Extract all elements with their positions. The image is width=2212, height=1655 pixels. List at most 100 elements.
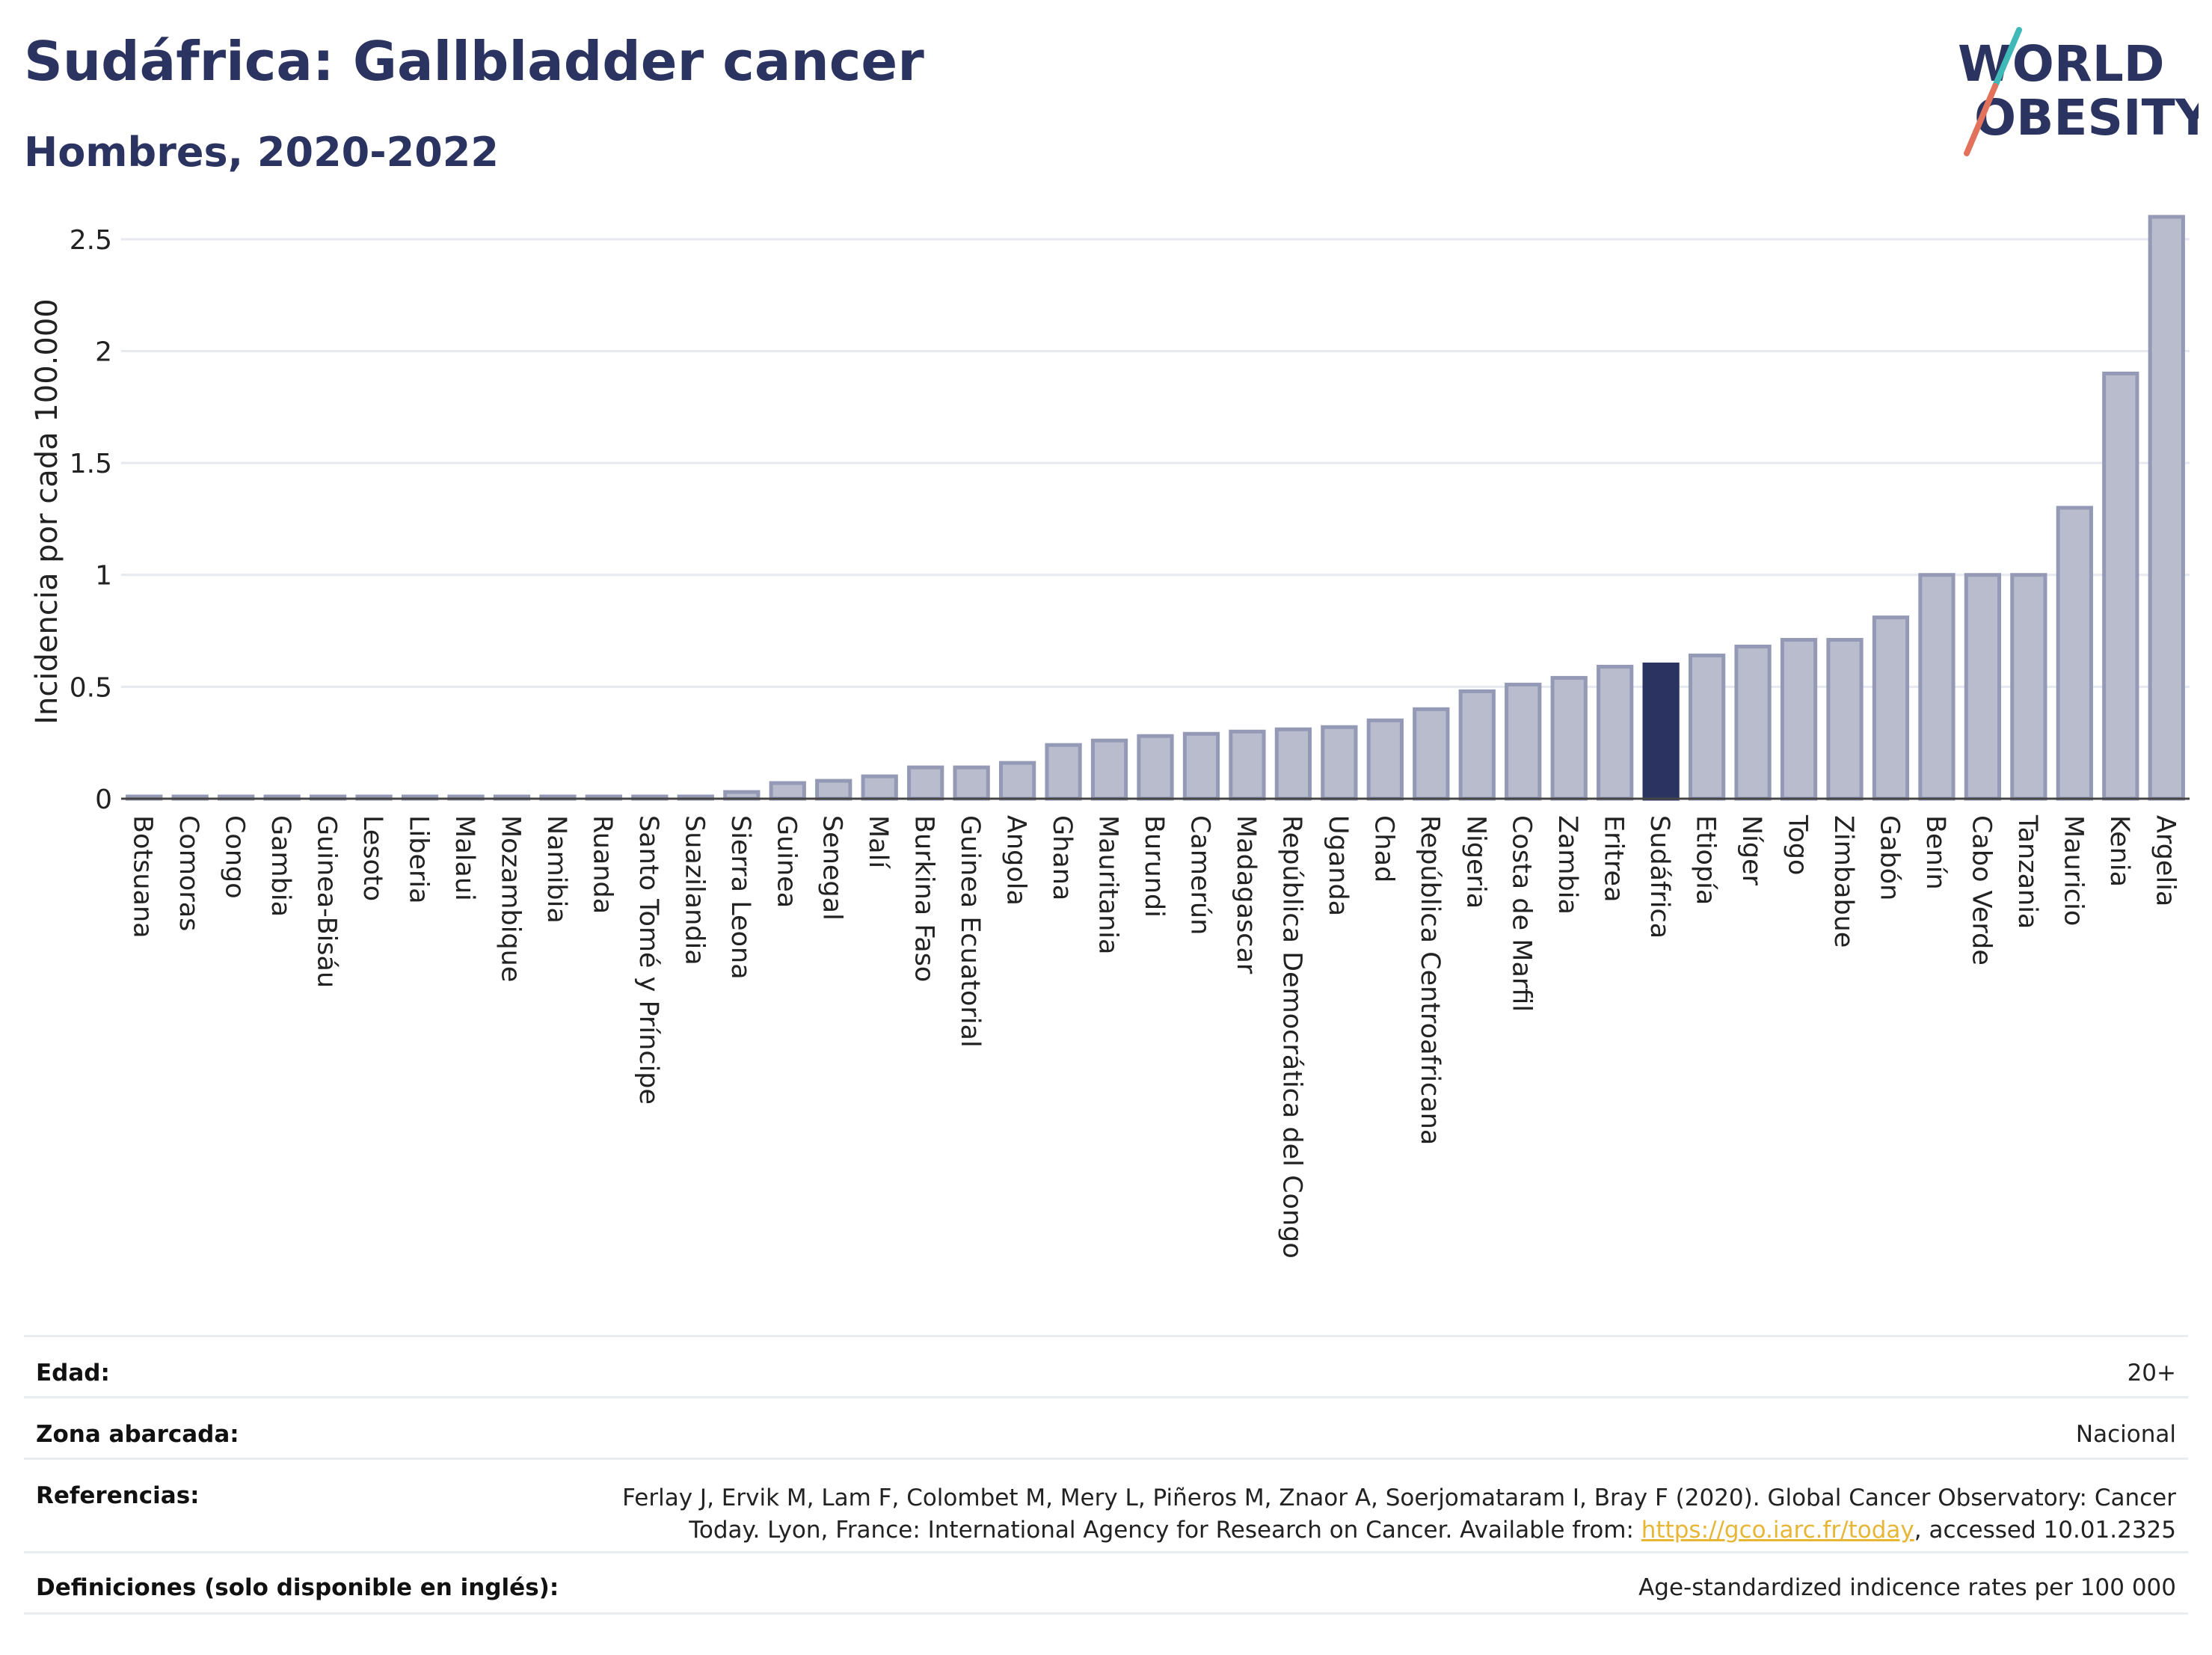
bar-república-centroafricana[interactable] bbox=[1413, 707, 1450, 801]
bar-zimbabue[interactable] bbox=[1826, 638, 1864, 801]
page-subtitle: Hombres, 2020-2022 bbox=[24, 129, 499, 176]
x-tick-label: Malaui bbox=[449, 815, 479, 901]
bar-malí[interactable] bbox=[861, 774, 898, 801]
y-axis-ticks: 0 0.5 1 1.5 2 2.5 bbox=[70, 225, 112, 815]
bar-burkina-faso[interactable] bbox=[907, 765, 944, 801]
bar-madagascar[interactable] bbox=[1229, 729, 1266, 801]
age-label: Edad: bbox=[36, 1360, 110, 1387]
logo-line1: WORLD bbox=[1958, 35, 2165, 93]
y-axis-label: Incidencia por cada 100.000 bbox=[30, 298, 64, 725]
references-line2-text: Today. Lyon, France: International Agenc… bbox=[689, 1517, 1641, 1544]
x-tick-label: Comoras bbox=[173, 815, 203, 931]
info-row-area: Zona abarcada: Nacional bbox=[24, 1396, 2188, 1460]
info-bottom-border bbox=[24, 1612, 2188, 1615]
y-tick-label: 1.5 bbox=[70, 449, 112, 479]
y-tick-label: 0.5 bbox=[70, 672, 112, 703]
x-tick-label: Etiopía bbox=[1691, 815, 1721, 905]
x-tick-label: Zimbabue bbox=[1828, 815, 1858, 948]
info-row-references: Referencias: Ferlay J, Ervik M, Lam F, C… bbox=[24, 1458, 2188, 1553]
x-tick-label: Madagascar bbox=[1231, 815, 1261, 974]
bar-chart: 0 0.5 1 1.5 2 2.5 Botsuana Comoras Congo Gambia G… bbox=[30, 215, 2190, 1259]
x-tick-label: Benín bbox=[1920, 815, 1950, 890]
bar-ghana[interactable] bbox=[1045, 743, 1082, 801]
bar-togo[interactable] bbox=[1780, 638, 1818, 801]
area-value: Nacional bbox=[2075, 1421, 2176, 1448]
x-tick-label: Argelia bbox=[2150, 815, 2180, 906]
logo-slash-teal bbox=[1992, 27, 2022, 89]
x-tick-label: Costa de Marfil bbox=[1507, 815, 1537, 1012]
bar-mauricio[interactable] bbox=[2056, 506, 2093, 801]
x-tick-label: República Centroafricana bbox=[1415, 815, 1445, 1145]
references-label: Referencias: bbox=[36, 1482, 200, 1509]
x-tick-label: Liberia bbox=[404, 815, 434, 904]
bar-burundi[interactable] bbox=[1137, 734, 1174, 801]
bar-cabo-verde[interactable] bbox=[1964, 573, 2002, 801]
y-tick-label: 2.5 bbox=[70, 225, 112, 256]
bar-eritrea[interactable] bbox=[1597, 664, 1634, 801]
info-table: Edad: 20+ Zona abarcada: Nacional Refere… bbox=[24, 1335, 2188, 1619]
bar-nigeria[interactable] bbox=[1458, 689, 1496, 801]
x-tick-label: Mauritania bbox=[1093, 815, 1123, 954]
x-tick-label: Suazilandia bbox=[679, 815, 709, 965]
bar-kenia[interactable] bbox=[2102, 371, 2139, 801]
x-tick-label: Lesoto bbox=[357, 815, 387, 901]
x-tick-label: Burundi bbox=[1139, 815, 1169, 918]
references-line2-suffix: , accessed 10.01.2325 bbox=[1914, 1517, 2176, 1544]
bar-chad[interactable] bbox=[1366, 718, 1404, 801]
bar-sudáfrica[interactable] bbox=[1642, 662, 1680, 801]
info-row-age: Edad: 20+ bbox=[24, 1335, 2188, 1398]
x-tick-label: Eritrea bbox=[1599, 815, 1629, 903]
x-tick-label: Botsuana bbox=[128, 815, 158, 939]
x-tick-label: Mauricio bbox=[2058, 815, 2088, 926]
y-tick-label: 2 bbox=[95, 337, 112, 367]
x-tick-label: Malí bbox=[863, 815, 893, 869]
references-value: Ferlay J, Ervik M, Lam F, Colombet M, Me… bbox=[622, 1482, 2176, 1547]
bar-argelia[interactable] bbox=[2148, 215, 2185, 801]
x-tick-label: Chad bbox=[1368, 815, 1398, 882]
x-tick-label: Santo Tomé y Príncipe bbox=[633, 815, 663, 1105]
x-tick-label: Nigeria bbox=[1460, 815, 1490, 909]
references-line1: Ferlay J, Ervik M, Lam F, Colombet M, Me… bbox=[622, 1484, 2176, 1511]
x-tick-label: Gabón bbox=[1874, 815, 1904, 900]
world-obesity-logo: WORLD OBESITY bbox=[1958, 27, 2199, 156]
x-tick-label: República Democrática del Congo bbox=[1276, 815, 1306, 1259]
bar-gabón[interactable] bbox=[1872, 615, 1910, 801]
bar-guinea[interactable] bbox=[769, 781, 806, 801]
bar-níger[interactable] bbox=[1734, 645, 1772, 801]
area-label: Zona abarcada: bbox=[36, 1421, 239, 1448]
bar-tanzania[interactable] bbox=[2010, 573, 2047, 801]
bar-uganda[interactable] bbox=[1321, 725, 1358, 801]
x-tick-label: Togo bbox=[1783, 814, 1813, 875]
x-tick-label: Congo bbox=[220, 815, 250, 899]
age-value: 20+ bbox=[2127, 1360, 2176, 1387]
bar-angola[interactable] bbox=[998, 761, 1036, 801]
x-tick-label: Ghana bbox=[1047, 815, 1077, 900]
definitions-value: Age-standardized indicence rates per 100… bbox=[1638, 1574, 2176, 1601]
bar-senegal[interactable] bbox=[815, 779, 852, 801]
references-line2: Today. Lyon, France: International Agenc… bbox=[622, 1514, 2176, 1547]
y-tick-label: 0 bbox=[95, 784, 112, 815]
x-tick-label: Gambia bbox=[265, 815, 295, 917]
x-tick-label: Burkina Faso bbox=[909, 815, 939, 982]
x-tick-label: Tanzania bbox=[2012, 814, 2042, 929]
bar-benín[interactable] bbox=[1918, 573, 1956, 801]
logo-line2: OBESITY bbox=[1974, 89, 2199, 147]
x-tick-label: Níger bbox=[1736, 815, 1766, 886]
x-tick-label: Guinea-Bisáu bbox=[312, 815, 342, 988]
x-tick-label: Zambia bbox=[1552, 815, 1582, 915]
y-tick-label: 1 bbox=[95, 561, 112, 592]
chart-bars bbox=[126, 215, 2185, 801]
x-tick-label: Kenia bbox=[2104, 815, 2134, 887]
definitions-label: Definiciones (solo disponible en inglés)… bbox=[36, 1574, 559, 1601]
x-tick-label: Camerún bbox=[1185, 815, 1214, 935]
bar-costa-de-marfil[interactable] bbox=[1505, 682, 1542, 801]
bar-guinea-ecuatorial[interactable] bbox=[953, 765, 990, 801]
references-link[interactable]: https://gco.iarc.fr/today bbox=[1641, 1517, 1914, 1544]
x-tick-label: Cabo Verde bbox=[1966, 815, 1996, 965]
bar-mauritania[interactable] bbox=[1090, 738, 1128, 801]
bar-etiopía[interactable] bbox=[1688, 653, 1726, 801]
bar-zambia[interactable] bbox=[1550, 675, 1588, 801]
page-title: Sudáfrica: Gallbladder cancer bbox=[24, 30, 924, 93]
bar-camerún[interactable] bbox=[1182, 731, 1220, 801]
bar-república-democrática-del-congo[interactable] bbox=[1274, 727, 1312, 801]
